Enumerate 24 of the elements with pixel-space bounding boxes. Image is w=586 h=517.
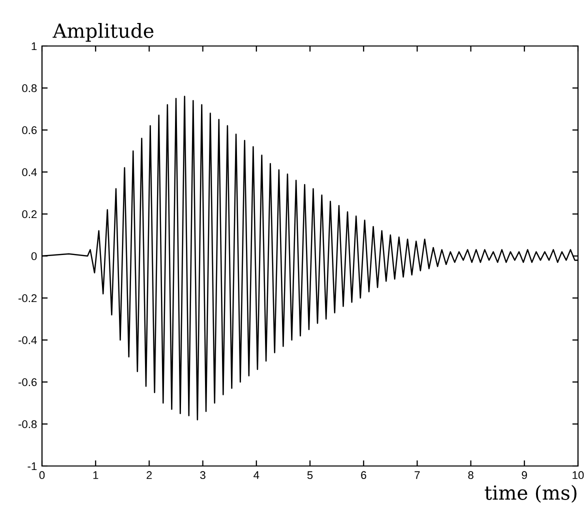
y-tick-label: -1 <box>28 462 37 470</box>
x-axis-title: time (ms) <box>484 484 576 503</box>
x-tick-label: 7 <box>414 471 420 479</box>
x-tick-label: 2 <box>146 471 152 479</box>
x-tick-label: 10 <box>572 471 584 480</box>
x-tick-label: 4 <box>254 471 260 479</box>
y-tick-label: 0.8 <box>22 84 37 92</box>
x-tick-label: 0 <box>39 471 45 480</box>
y-tick-label: 0 <box>31 252 37 260</box>
y-tick-label: -0.8 <box>18 420 37 428</box>
x-tick-label: 6 <box>361 471 366 480</box>
y-tick-label: 1 <box>32 42 37 50</box>
y-tick-label: 0.6 <box>22 126 37 134</box>
x-tick-label: 8 <box>468 471 474 480</box>
y-tick-label: -0.2 <box>18 294 37 302</box>
y-tick-label: 0.2 <box>22 210 37 218</box>
y-axis-title: Amplitude <box>52 22 154 42</box>
x-tick-label: 3 <box>200 471 206 480</box>
x-tick-label: 9 <box>522 471 527 480</box>
y-tick-label: -0.6 <box>18 378 37 386</box>
y-tick-label: 0.4 <box>22 168 37 176</box>
y-tick-label: -0.4 <box>18 336 37 344</box>
x-tick-label: 1 <box>93 471 98 479</box>
x-tick-label: 5 <box>307 471 313 480</box>
